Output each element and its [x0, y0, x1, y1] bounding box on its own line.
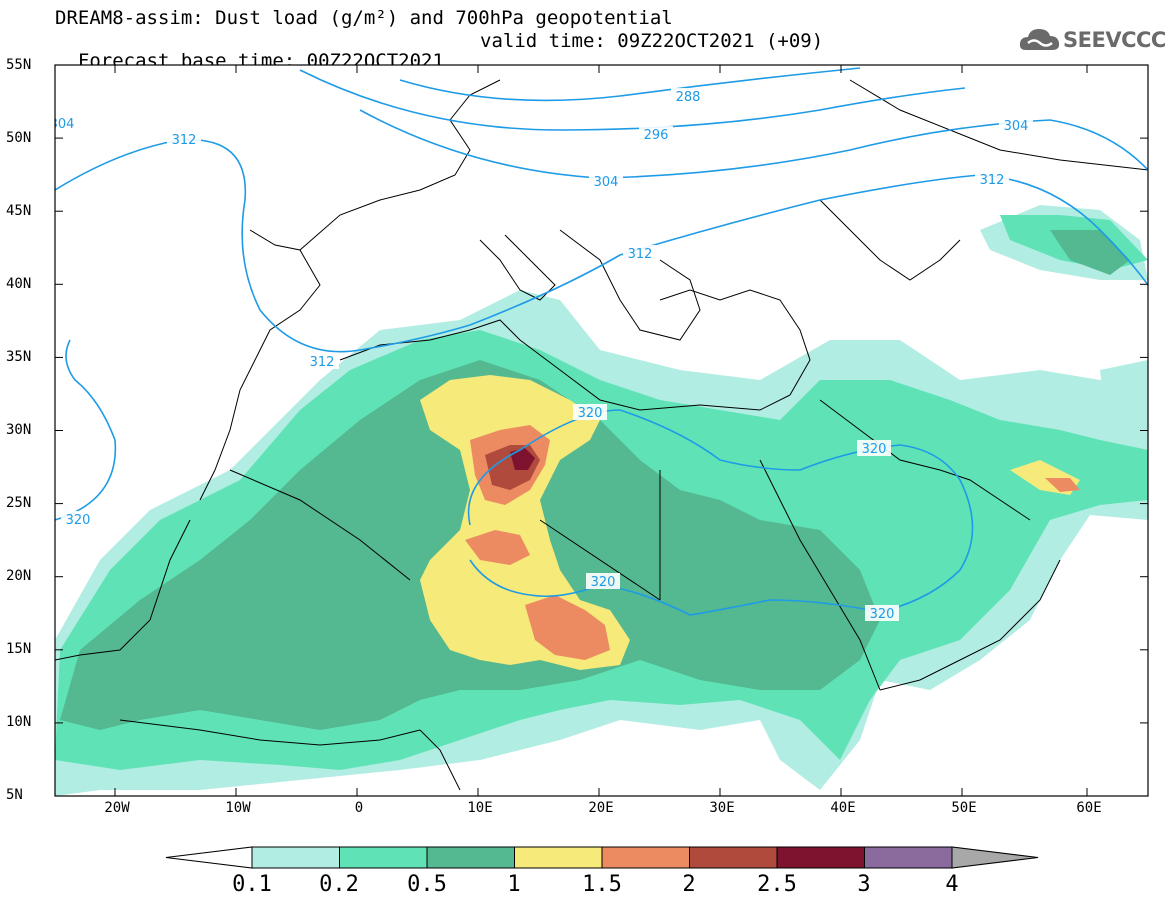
- valid-time: valid time: 09Z22OCT2021 (+09): [480, 30, 824, 52]
- map-title: DREAM8-assim: Dust load (g/m²) and 700hP…: [55, 7, 673, 29]
- lon-label: 0: [354, 800, 364, 816]
- boundary-line: [879, 559, 1061, 691]
- geopotential-contour: [467, 409, 974, 616]
- lon-label: 40E: [830, 800, 856, 816]
- contour-label-bg: [589, 173, 623, 189]
- contour-label-bg: [865, 605, 899, 621]
- boundary-line: [229, 469, 411, 581]
- boundary-line: [419, 729, 461, 791]
- contour-labels: 288 296 304 312 320 304 312 312 312 320 320 320 320 3…: [50, 88, 1033, 622]
- lat-label: 35N: [6, 349, 32, 365]
- contour-label: 304: [1004, 119, 1029, 134]
- boundary-line: [849, 79, 1148, 171]
- contour-label: 320: [578, 406, 603, 421]
- lat-label: 10N: [6, 714, 32, 730]
- boundary-line: [559, 229, 701, 341]
- contour-label: 296: [644, 128, 669, 143]
- lat-label: 20N: [6, 568, 32, 584]
- dust-region: [465, 530, 530, 565]
- lat-label: 45N: [6, 203, 32, 219]
- contour-label-bg: [857, 440, 891, 456]
- colorbar-label: 0.5: [407, 872, 447, 897]
- colorbar-label: 4: [945, 872, 959, 897]
- lon-label: 10W: [225, 800, 251, 816]
- lon-label: 20W: [104, 800, 130, 816]
- lon-label: 50E: [951, 800, 977, 816]
- contour-label-bg: [671, 88, 705, 104]
- lon-label: 10E: [467, 800, 493, 816]
- colorbar-label: 2.5: [757, 872, 797, 897]
- contour-label: 304: [594, 175, 619, 190]
- contour-label-bg: [999, 117, 1033, 133]
- colorbar-label: 3: [857, 872, 871, 897]
- colorbar-label: 1.5: [582, 872, 622, 897]
- coastlines: [55, 79, 1148, 791]
- cloud-icon: [1019, 29, 1060, 50]
- lon-label: 60E: [1076, 800, 1102, 816]
- contour-label: 312: [980, 173, 1005, 188]
- dust-region: [1045, 478, 1080, 492]
- geopotential-contour: [55, 339, 117, 521]
- colorbar-label: 0.1: [232, 872, 272, 897]
- contour-label: 288: [676, 90, 701, 105]
- contour-label-bg: [623, 245, 657, 261]
- contour-label-bg: [586, 573, 620, 589]
- contour-label: 312: [310, 355, 335, 370]
- lat-label: 15N: [6, 641, 32, 657]
- logo-text: SEEVCCC: [1063, 28, 1165, 52]
- boundary-line: [659, 289, 811, 396]
- lon-label: 30E: [709, 800, 735, 816]
- boundary-line: [299, 79, 501, 251]
- contour-label-bg: [639, 126, 673, 142]
- boundary-line: [55, 519, 191, 661]
- boundary-line: [479, 234, 556, 301]
- seevccc-logo: SEEVCCC: [1018, 22, 1165, 56]
- colorbar-label: 2: [682, 872, 696, 897]
- contour-label-bg: [573, 404, 607, 420]
- geopotential-contour: [399, 67, 861, 102]
- colorbar-label: 1: [507, 872, 521, 897]
- contour-label: 320: [66, 513, 91, 528]
- boundary-line: [759, 459, 881, 691]
- lat-label: 5N: [6, 787, 23, 803]
- lat-label: 50N: [6, 130, 32, 146]
- contour-label: 312: [172, 133, 197, 148]
- axis-ticks: [55, 64, 1148, 797]
- dust-region: [510, 448, 535, 470]
- contour-label: 320: [862, 442, 887, 457]
- contour-label-bg: [61, 511, 95, 527]
- contour-label: 312: [628, 247, 653, 262]
- lat-label: 55N: [6, 57, 32, 73]
- boundary-line: [819, 199, 961, 281]
- boundary-line: [339, 319, 791, 411]
- lat-label: 25N: [6, 495, 32, 511]
- contour-label: 320: [591, 575, 616, 590]
- boundary-line: [819, 399, 1031, 521]
- contour-label-bg: [167, 131, 201, 147]
- boundary-line: [119, 719, 421, 746]
- contour-label-bg: [975, 171, 1009, 187]
- boundary-line: [199, 229, 321, 501]
- contour-label: 320: [870, 607, 895, 622]
- lon-label: 20E: [588, 800, 614, 816]
- lat-label: 40N: [6, 276, 32, 292]
- contour-label: 304: [50, 117, 75, 132]
- dust-region: [525, 595, 610, 660]
- geopotential-contour: [359, 109, 1148, 179]
- colorbar-label: 0.2: [319, 872, 359, 897]
- boundary-line: [539, 519, 661, 601]
- lat-label: 30N: [6, 422, 32, 438]
- contour-label-bg: [305, 353, 339, 369]
- contour-label-bg: [55, 115, 79, 131]
